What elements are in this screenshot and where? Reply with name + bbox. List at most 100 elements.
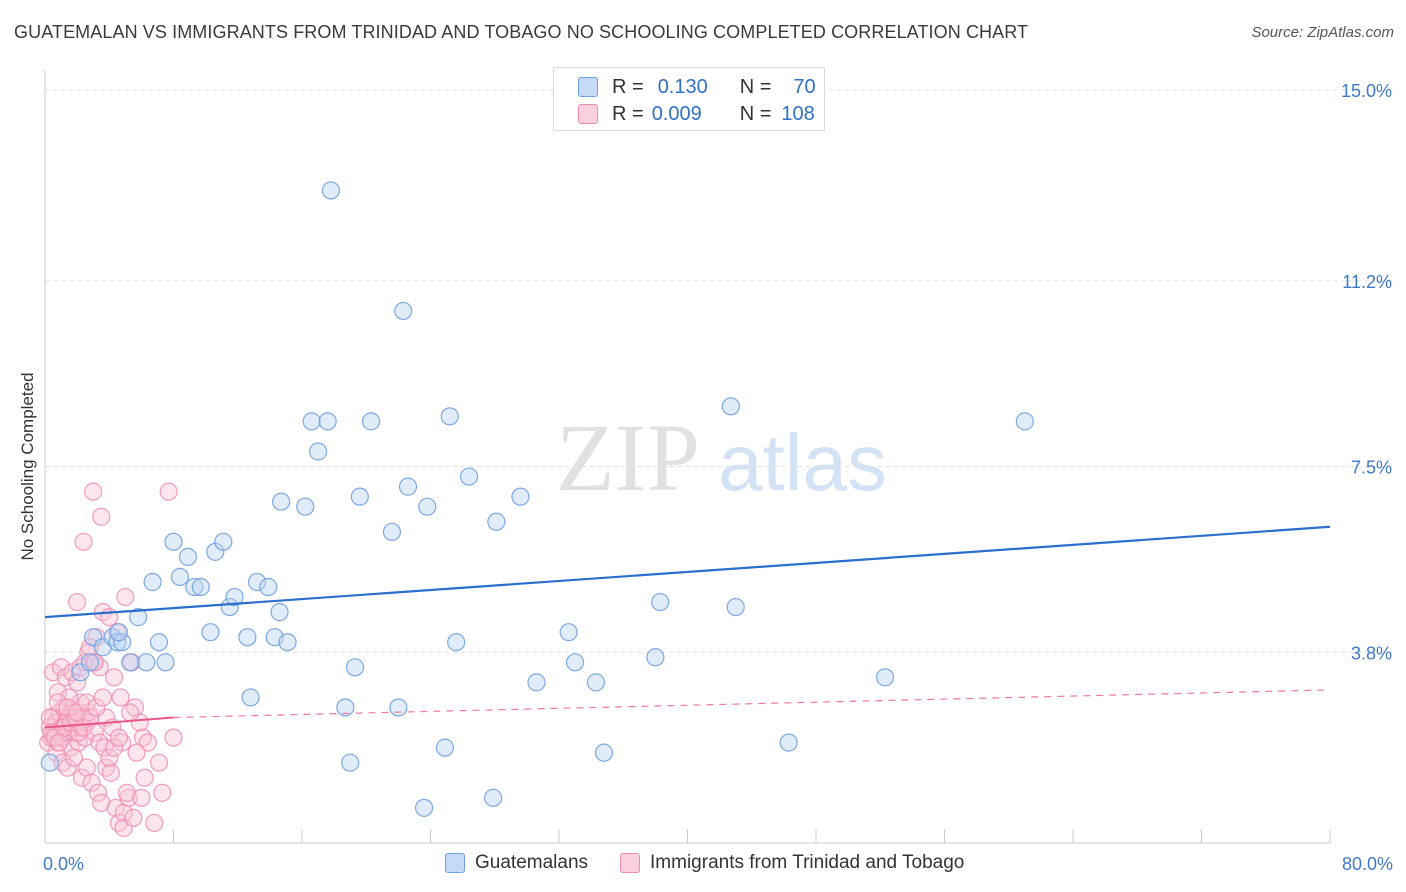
data-point-guatemalans: [487, 512, 506, 531]
data-point-guatemalans: [225, 587, 244, 607]
data-point-trinidad: [51, 658, 71, 677]
data-point-trinidad: [164, 728, 183, 747]
data-point-guatemalans: [247, 572, 267, 592]
data-point-trinidad: [74, 532, 93, 551]
data-point-trinidad: [82, 773, 101, 792]
data-point-trinidad: [64, 748, 84, 767]
data-point-trinidad: [93, 688, 112, 707]
data-point-guatemalans: [129, 608, 148, 627]
data-point-trinidad: [47, 743, 66, 762]
data-point-guatemalans: [270, 603, 289, 622]
data-point-guatemalans: [484, 788, 503, 807]
data-point-guatemalans: [170, 567, 190, 587]
data-point-trinidad: [50, 733, 69, 752]
legend-swatch-pink-icon: [620, 853, 641, 873]
data-point-guatemalans: [779, 733, 798, 752]
legend-row-trinidad: R = 0.009 N = 108: [578, 102, 815, 126]
data-point-guatemalans: [721, 397, 740, 416]
legend-item-trinidad: Immigrants from Trinidad and Tobago: [620, 852, 964, 874]
data-point-guatemalans: [651, 592, 670, 612]
data-point-trinidad: [95, 738, 114, 757]
gridlines: [45, 89, 1392, 653]
legend-n-label: N =: [739, 75, 772, 98]
stats-legend: R = 0.130 N = 70 R = 0.009 N = 108: [553, 67, 825, 131]
data-point-guatemalans: [40, 753, 59, 772]
data-point-guatemalans: [241, 688, 260, 707]
data-point-guatemalans: [149, 633, 169, 652]
data-point-guatemalans: [389, 698, 408, 717]
data-point-trinidad: [109, 728, 128, 747]
data-point-trinidad: [133, 728, 153, 747]
data-point-trinidad: [135, 768, 154, 787]
data-point-guatemalans: [459, 467, 479, 486]
data-point-guatemalans: [308, 442, 328, 461]
legend-swatch-blue-icon: [445, 853, 465, 873]
data-point-trinidad: [88, 783, 108, 802]
data-point-trinidad: [58, 758, 77, 777]
data-point-trinidad: [100, 748, 119, 767]
data-point-guatemalans: [726, 597, 745, 617]
data-point-guatemalans: [594, 743, 614, 762]
legend-n-value: 70: [793, 75, 816, 98]
trend-line-trinidad-extended: [173, 689, 1331, 719]
trend-lines: [44, 525, 1331, 729]
legend-n-value: 108: [781, 102, 815, 125]
data-point-trinidad: [116, 587, 135, 607]
data-point-guatemalans: [259, 577, 278, 597]
y-axis-label: No Schooling Completed: [18, 372, 37, 560]
data-point-guatemalans: [137, 653, 156, 672]
data-point-guatemalans: [336, 698, 355, 717]
watermark-atlas: atlas: [718, 418, 887, 507]
data-point-guatemalans: [435, 738, 455, 757]
data-point-guatemalans: [875, 668, 895, 687]
y-tick-label: 3.8%: [1351, 643, 1392, 663]
data-point-guatemalans: [178, 547, 198, 566]
data-point-guatemalans: [527, 673, 546, 692]
data-point-guatemalans: [398, 477, 418, 496]
data-point-trinidad: [96, 758, 116, 777]
data-point-guatemalans: [164, 532, 183, 551]
data-point-trinidad: [117, 783, 137, 802]
data-point-trinidad: [153, 783, 172, 802]
source-label: Source: ZipAtlas.com: [1251, 24, 1394, 41]
data-point-trinidad: [104, 738, 124, 757]
data-point-trinidad: [48, 683, 67, 702]
y-tick-label: 7.5%: [1351, 458, 1392, 478]
series-trinidad-points: [39, 482, 183, 838]
data-point-guatemalans: [156, 653, 175, 672]
data-point-trinidad: [159, 482, 178, 501]
trend-line-trinidad: [44, 716, 174, 729]
data-point-guatemalans: [447, 633, 466, 652]
data-point-guatemalans: [278, 633, 297, 652]
x-tick-label: 0.0%: [43, 854, 84, 874]
watermark-zip: ZIP: [556, 404, 700, 511]
y-tick-label: 15.0%: [1341, 81, 1392, 101]
data-point-trinidad: [149, 753, 169, 772]
data-point-guatemalans: [345, 658, 365, 677]
series-guatemalans-points: [40, 181, 1034, 817]
legend-r-label: R =: [612, 75, 644, 98]
legend-n-label: N =: [739, 102, 772, 125]
data-point-guatemalans: [109, 623, 128, 642]
data-point-guatemalans: [185, 577, 204, 597]
data-point-guatemalans: [238, 628, 257, 647]
data-point-trinidad: [104, 668, 124, 687]
data-point-guatemalans: [511, 487, 530, 506]
data-point-trinidad: [121, 703, 140, 722]
data-point-trinidad: [58, 698, 77, 717]
data-point-guatemalans: [586, 673, 606, 692]
legend-r-value: 0.009: [651, 102, 702, 125]
legend-r-label: R =: [612, 102, 644, 125]
data-point-trinidad: [145, 813, 164, 833]
data-point-trinidad: [68, 592, 87, 612]
data-point-guatemalans: [302, 412, 321, 431]
legend-swatch-pink-icon: [578, 104, 598, 124]
data-point-trinidad: [127, 743, 146, 762]
data-point-guatemalans: [361, 412, 381, 431]
data-point-guatemalans: [559, 623, 578, 642]
axis-labels: 3.8% 7.5% 11.2% 15.0% 0.0% 80.0% No Schooling …: [18, 81, 1393, 874]
legend-row-guatemalans: R = 0.130 N = 70: [578, 75, 816, 99]
data-point-guatemalans: [318, 412, 337, 431]
series-legend: Guatemalans Immigrants from Trinidad and…: [445, 852, 996, 874]
